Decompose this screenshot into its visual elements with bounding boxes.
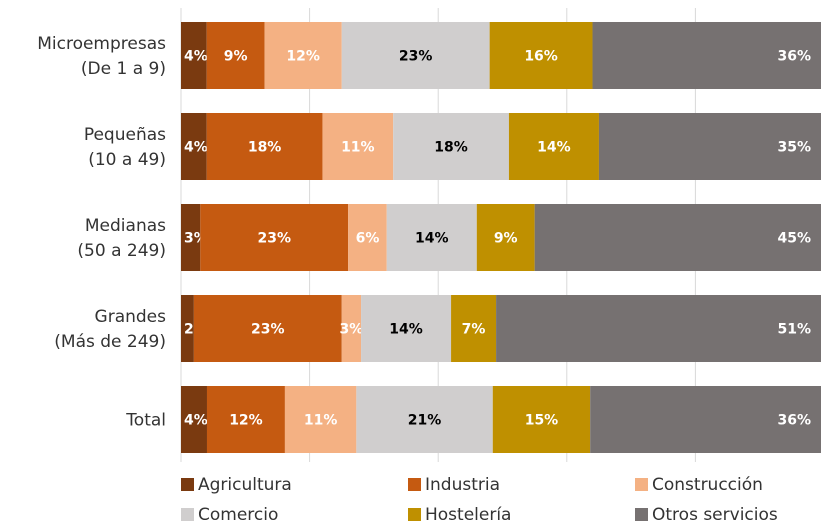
legend-swatch xyxy=(181,508,194,521)
data-label: 9% xyxy=(494,231,518,247)
category-label: Microempresas xyxy=(37,34,166,54)
bar-segment xyxy=(451,295,497,362)
data-label: 14% xyxy=(389,322,423,338)
bar-segment xyxy=(590,386,821,453)
data-label: 23% xyxy=(257,231,291,247)
legend: Agricultura Industria Construcción Comercio… xyxy=(181,475,778,525)
legend-swatch xyxy=(635,508,648,521)
category-label: Pequeñas xyxy=(84,125,166,145)
data-label: 4% xyxy=(184,49,208,65)
legend-label: Hostelería xyxy=(425,505,511,525)
bar-segment xyxy=(356,386,493,453)
bar-segment xyxy=(489,22,593,89)
bar-segment xyxy=(206,386,285,453)
data-label: 14% xyxy=(415,231,449,247)
data-label: 16% xyxy=(524,49,558,65)
category-label: (Más de 249) xyxy=(54,332,166,352)
bar-segment xyxy=(592,22,821,89)
bar-segment xyxy=(476,204,535,271)
bar-segment xyxy=(386,204,477,271)
data-label: 6% xyxy=(356,231,380,247)
category-label: Grandes xyxy=(95,307,167,327)
data-label: 15% xyxy=(525,413,559,429)
category-label: (50 a 249) xyxy=(77,241,166,261)
category-labels: Microempresas (De 1 a 9) Pequeñas (10 a 49)… xyxy=(37,34,166,431)
bar-segment xyxy=(284,386,357,453)
legend-swatch xyxy=(635,478,648,491)
data-label: 35% xyxy=(777,140,811,156)
category-label: Total xyxy=(125,411,166,431)
data-label: 12% xyxy=(229,413,263,429)
legend-label: Otros servicios xyxy=(652,505,778,525)
bar-segment xyxy=(361,295,452,362)
data-label: 18% xyxy=(434,140,468,156)
bar-segment xyxy=(341,295,362,362)
data-label: 36% xyxy=(777,49,811,65)
data-label: 11% xyxy=(341,140,375,156)
data-label: 11% xyxy=(304,413,338,429)
bar-segment xyxy=(496,295,821,362)
legend-label: Comercio xyxy=(198,505,278,525)
data-label: 4% xyxy=(184,413,208,429)
legend-label: Industria xyxy=(425,475,500,495)
data-label: 12% xyxy=(286,49,320,65)
bar-segment xyxy=(348,204,387,271)
bar-segment xyxy=(492,386,591,453)
bars: 4% 9% 12% 23% 16% 36% 4% 18% 11% 18% 14% 35% 3% 23% 6%… xyxy=(181,22,821,453)
legend-swatch xyxy=(408,478,421,491)
bar-segment xyxy=(181,22,207,89)
legend-label: Agricultura xyxy=(198,475,292,495)
legend-swatch xyxy=(408,508,421,521)
bar-segment xyxy=(341,22,490,89)
data-label: 18% xyxy=(248,140,282,156)
data-label: 21% xyxy=(408,413,442,429)
bar-segment xyxy=(181,113,207,180)
bar-segment xyxy=(598,113,821,180)
bar-segment xyxy=(393,113,509,180)
bar-segment xyxy=(181,386,207,453)
bar-segment xyxy=(264,22,342,89)
legend-label: Construcción xyxy=(652,475,763,495)
bar-segment xyxy=(206,113,323,180)
category-label: (10 a 49) xyxy=(88,150,166,170)
data-label: 3% xyxy=(340,322,364,338)
legend-swatch xyxy=(181,478,194,491)
category-label: Medianas xyxy=(85,216,166,236)
bar-segment xyxy=(206,22,265,89)
data-label: 7% xyxy=(462,322,486,338)
bar-segment xyxy=(508,113,599,180)
bar-segment xyxy=(322,113,394,180)
bar-segment xyxy=(181,295,194,362)
category-label: (De 1 a 9) xyxy=(81,59,166,79)
bar-segment xyxy=(193,295,342,362)
data-label: 14% xyxy=(537,140,571,156)
bar-segment xyxy=(200,204,349,271)
data-label: 9% xyxy=(224,49,248,65)
data-label: 36% xyxy=(777,413,811,429)
data-label: 4% xyxy=(184,140,208,156)
bar-segment xyxy=(181,204,201,271)
data-label: 45% xyxy=(777,231,811,247)
data-label: 51% xyxy=(777,322,811,338)
data-label: 23% xyxy=(399,49,433,65)
data-label: 23% xyxy=(251,322,285,338)
bar-segment xyxy=(534,204,821,271)
